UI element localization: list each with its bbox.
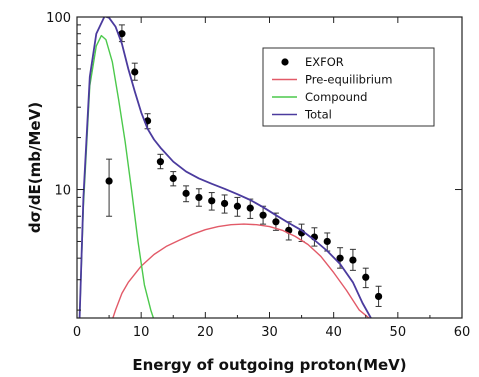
data-point: [233, 202, 242, 210]
data-point: [156, 158, 165, 166]
legend-label-total: Total: [304, 108, 332, 122]
data-point: [131, 68, 139, 76]
data-point: [169, 174, 177, 182]
data-point: [118, 30, 126, 38]
legend-box: [262, 47, 435, 127]
data-point: [272, 218, 280, 226]
data-point: [349, 256, 357, 264]
data-point: [182, 189, 190, 197]
legend-label-pre-equilibrium: Pre-equilibrium: [305, 73, 392, 87]
data-point: [374, 292, 383, 301]
legend-label-compound: Compound: [305, 90, 367, 104]
legend-marker-exfor: [281, 58, 289, 66]
x-tick-label: 60: [454, 325, 471, 340]
series-line-pre-equilibrium: [112, 223, 370, 318]
data-point: [220, 199, 229, 208]
x-ticks: 0 10 20 30 40 50 60: [73, 17, 470, 340]
series-layer: [78, 17, 383, 318]
x-tick-label: 40: [325, 325, 342, 340]
y-axis-label: dσ/dE(mb/MeV): [26, 102, 44, 233]
y-tick-label: 10: [54, 184, 71, 199]
x-tick-label: 10: [133, 325, 150, 340]
series-line-total: [78, 17, 372, 318]
data-point: [362, 273, 370, 281]
data-point: [336, 254, 344, 262]
data-point: [195, 193, 203, 202]
x-tick-label: 0: [73, 325, 81, 340]
x-axis-label: Energy of outgoing proton(MeV): [132, 356, 406, 374]
x-tick-label: 30: [261, 325, 278, 340]
data-point: [246, 204, 254, 212]
data-point: [323, 237, 331, 246]
x-tick-label: 20: [197, 325, 214, 340]
series-line-compound: [78, 34, 155, 318]
y-tick-label: 100: [46, 11, 71, 26]
data-point: [105, 177, 113, 185]
legend-label-exfor: EXFOR: [305, 55, 344, 69]
data-point: [208, 197, 216, 205]
y-ticks: 10 100: [46, 11, 462, 311]
x-tick-label: 50: [390, 325, 407, 340]
legend: EXFOR Pre-equilibrium Compound Total: [262, 47, 435, 127]
data-point: [259, 211, 267, 219]
